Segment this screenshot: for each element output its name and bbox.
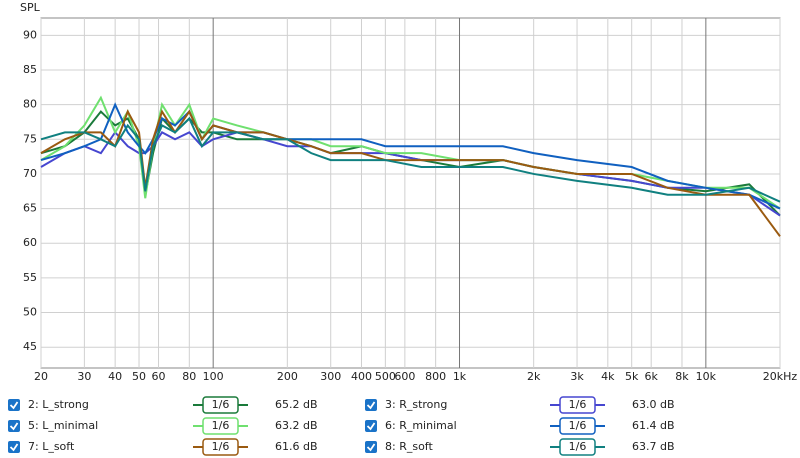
series-name: 8: R_soft bbox=[385, 440, 433, 453]
y-tick-label: 65 bbox=[23, 202, 37, 215]
y-tick-label: 55 bbox=[23, 271, 37, 284]
y-tick-label: 50 bbox=[23, 306, 37, 319]
legend: 2: L_strong 1/6 65.2 dB 3: R_strong 1/6 63.0 … bbox=[8, 396, 675, 456]
checkbox[interactable] bbox=[8, 399, 20, 411]
smoothing-button[interactable] bbox=[202, 438, 239, 456]
checkbox[interactable] bbox=[8, 420, 20, 432]
smoothing-label: 1/6 bbox=[569, 440, 587, 453]
x-tick-label: 60 bbox=[152, 370, 166, 383]
smoothing-button[interactable] bbox=[559, 438, 596, 456]
level-label: 63.0 dB bbox=[632, 398, 675, 411]
x-tick-label: 500 bbox=[375, 370, 396, 383]
smoothing-label: 1/6 bbox=[212, 440, 230, 453]
smoothing-button[interactable] bbox=[559, 396, 596, 414]
x-tick-label: 40 bbox=[108, 370, 122, 383]
level-label: 61.6 dB bbox=[275, 440, 318, 453]
checkmark bbox=[366, 401, 376, 410]
series-name: 7: L_soft bbox=[28, 440, 75, 453]
x-tick-label: 2k bbox=[527, 370, 541, 383]
checkmark bbox=[9, 443, 19, 452]
x-tick-label: 50 bbox=[132, 370, 146, 383]
smoothing-button[interactable] bbox=[202, 417, 239, 435]
x-tick-label: 80 bbox=[182, 370, 196, 383]
series-name: 3: R_strong bbox=[385, 398, 447, 411]
x-tick-label: 30 bbox=[77, 370, 91, 383]
y-tick-label: 75 bbox=[23, 132, 37, 145]
level-label: 63.2 dB bbox=[275, 419, 318, 432]
x-tick-label: 8k bbox=[675, 370, 689, 383]
x-tick-label: 5k bbox=[625, 370, 639, 383]
plot-area bbox=[40, 17, 781, 369]
checkmark bbox=[9, 401, 19, 410]
x-tick-label: 400 bbox=[351, 370, 372, 383]
y-tick-label: 70 bbox=[23, 167, 37, 180]
level-label: 63.7 dB bbox=[632, 440, 675, 453]
checkmark bbox=[366, 443, 376, 452]
x-tick-label: 300 bbox=[320, 370, 341, 383]
y-tick-label: 60 bbox=[23, 236, 37, 249]
x-tick-label: 10k bbox=[696, 370, 717, 383]
x-tick-label: 20 bbox=[34, 370, 48, 383]
smoothing-label: 1/6 bbox=[569, 419, 587, 432]
trace bbox=[40, 109, 781, 237]
smoothing-label: 1/6 bbox=[212, 419, 230, 432]
level-label: 61.4 dB bbox=[632, 419, 675, 432]
x-tick-label: 4k bbox=[601, 370, 615, 383]
series-name: 5: L_minimal bbox=[28, 419, 98, 432]
x-tick-label: 200 bbox=[277, 370, 298, 383]
y-tick-label: 45 bbox=[23, 340, 37, 353]
series-name: 6: R_minimal bbox=[385, 419, 457, 432]
checkbox[interactable] bbox=[365, 420, 377, 432]
smoothing-label: 1/6 bbox=[569, 398, 587, 411]
checkbox[interactable] bbox=[365, 441, 377, 453]
traces bbox=[40, 95, 781, 237]
y-tick-label: 85 bbox=[23, 63, 37, 76]
grid: 45 50 55 60 65 70 75 80 85 90 20 30 40 50 60 80 100 200 30… bbox=[23, 18, 797, 383]
checkbox[interactable] bbox=[8, 441, 20, 453]
y-tick-label: 90 bbox=[23, 28, 37, 41]
checkbox[interactable] bbox=[365, 399, 377, 411]
checkmark bbox=[9, 422, 19, 431]
smoothing-button[interactable] bbox=[202, 396, 239, 414]
smoothing-label: 1/6 bbox=[212, 398, 230, 411]
series-name: 2: L_strong bbox=[28, 398, 89, 411]
smoothing-button[interactable] bbox=[559, 417, 596, 435]
trace bbox=[40, 116, 781, 203]
checkmark bbox=[366, 422, 376, 431]
x-tick-label: 6k bbox=[645, 370, 659, 383]
x-tick-label: 20kHz bbox=[763, 370, 798, 383]
y-tick-label: 80 bbox=[23, 98, 37, 111]
y-axis-label: SPL bbox=[20, 1, 41, 14]
x-tick-label: 800 bbox=[425, 370, 446, 383]
x-tick-label: 600 bbox=[394, 370, 415, 383]
x-tick-label: 100 bbox=[203, 370, 224, 383]
x-tick-label: 3k bbox=[570, 370, 584, 383]
level-label: 65.2 dB bbox=[275, 398, 318, 411]
x-tick-label: 1k bbox=[453, 370, 467, 383]
